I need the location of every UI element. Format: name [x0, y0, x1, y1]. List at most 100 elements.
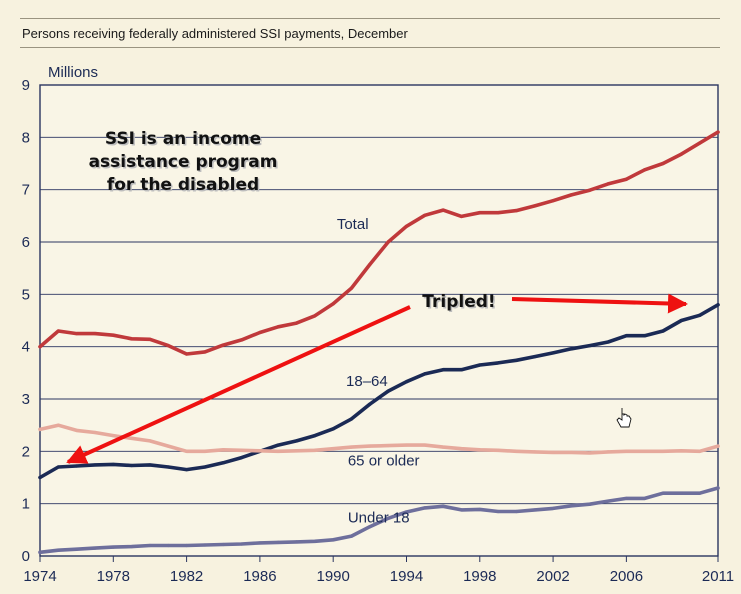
- series-line-0: [38, 130, 720, 356]
- data-point: [643, 449, 647, 453]
- data-point: [239, 338, 244, 342]
- data-point: [331, 427, 335, 431]
- data-point: [258, 449, 262, 453]
- chart-title: Persons receiving federally administered…: [22, 26, 408, 41]
- y-tick-label: 6: [22, 234, 30, 251]
- data-point: [478, 211, 482, 215]
- data-point: [75, 428, 79, 432]
- data-point: [423, 372, 427, 376]
- data-point: [404, 224, 409, 228]
- data-point: [698, 491, 702, 495]
- data-point: [386, 240, 390, 244]
- x-tick-label: 1974: [23, 568, 56, 585]
- data-point: [166, 444, 170, 448]
- data-point: [533, 508, 537, 512]
- data-point: [606, 182, 610, 186]
- data-point: [148, 463, 152, 467]
- y-tick-label: 0: [22, 548, 30, 565]
- y-tick-label: 1: [22, 496, 30, 513]
- series-line-3: [38, 486, 720, 555]
- data-point: [349, 445, 354, 449]
- data-point: [166, 344, 170, 348]
- data-point: [294, 449, 299, 453]
- data-point: [459, 368, 464, 372]
- data-point: [698, 141, 702, 145]
- data-point: [459, 508, 464, 512]
- note-text: for the disabled: [107, 175, 259, 195]
- data-point: [276, 325, 280, 329]
- data-point: [313, 448, 317, 452]
- x-tick-label: 1998: [463, 568, 496, 585]
- x-tick-label: 1978: [97, 568, 130, 585]
- data-point: [551, 450, 555, 454]
- data-point: [331, 538, 335, 542]
- data-point: [459, 447, 464, 451]
- data-point: [624, 496, 628, 501]
- data-point: [221, 448, 225, 452]
- data-point: [148, 439, 152, 443]
- data-point: [111, 462, 115, 467]
- data-point: [184, 449, 189, 453]
- note-text-shadow: for the disabled: [108, 177, 260, 197]
- data-point: [331, 302, 335, 306]
- data-point: [349, 286, 354, 290]
- data-point: [679, 152, 683, 156]
- data-point: [331, 447, 335, 451]
- data-point: [313, 539, 317, 543]
- data-point: [38, 427, 42, 431]
- data-point: [441, 368, 445, 372]
- data-point: [643, 334, 647, 338]
- data-point: [514, 449, 519, 453]
- data-point: [716, 130, 720, 134]
- x-tick-label: 2002: [536, 568, 569, 585]
- data-point: [93, 546, 97, 550]
- data-point: [496, 361, 500, 365]
- data-point: [679, 449, 683, 453]
- data-point: [203, 350, 207, 354]
- data-point: [661, 491, 665, 495]
- data-point: [441, 504, 445, 508]
- data-point: [698, 449, 702, 453]
- data-point: [551, 351, 555, 355]
- data-point: [441, 208, 445, 212]
- data-point: [294, 439, 299, 443]
- y-tick-label: 4: [22, 339, 30, 356]
- data-point: [111, 333, 115, 337]
- data-point: [569, 347, 574, 351]
- data-point: [588, 188, 592, 192]
- data-point: [56, 548, 60, 552]
- series-line-2: [38, 423, 720, 455]
- data-point: [148, 337, 152, 341]
- data-point: [716, 486, 720, 490]
- x-tick-label: 1990: [317, 568, 350, 585]
- data-point: [606, 499, 610, 503]
- data-point: [404, 380, 409, 384]
- x-tick-label: 2006: [610, 568, 643, 585]
- data-point: [478, 363, 482, 367]
- data-point: [221, 343, 225, 347]
- data-point: [203, 465, 207, 469]
- data-point: [514, 509, 519, 514]
- data-point: [130, 544, 134, 549]
- data-point: [38, 550, 42, 554]
- data-point: [624, 334, 628, 338]
- data-point: [698, 313, 702, 317]
- arrow-to-2011: [511, 293, 688, 314]
- data-point: [404, 443, 409, 447]
- data-point: [459, 214, 464, 218]
- data-point: [258, 330, 262, 335]
- data-point: [679, 318, 683, 323]
- title-rule: [20, 47, 720, 48]
- series-label: 18–64: [346, 373, 388, 390]
- data-point: [588, 344, 592, 348]
- data-point: [423, 213, 427, 217]
- data-point: [166, 543, 170, 548]
- top-rule: [20, 18, 720, 19]
- data-point: [75, 547, 79, 551]
- series-label: Total: [337, 216, 369, 233]
- data-point: [184, 352, 189, 356]
- data-point: [368, 444, 372, 448]
- data-point: [386, 443, 390, 448]
- data-point: [441, 445, 445, 449]
- data-point: [551, 199, 555, 203]
